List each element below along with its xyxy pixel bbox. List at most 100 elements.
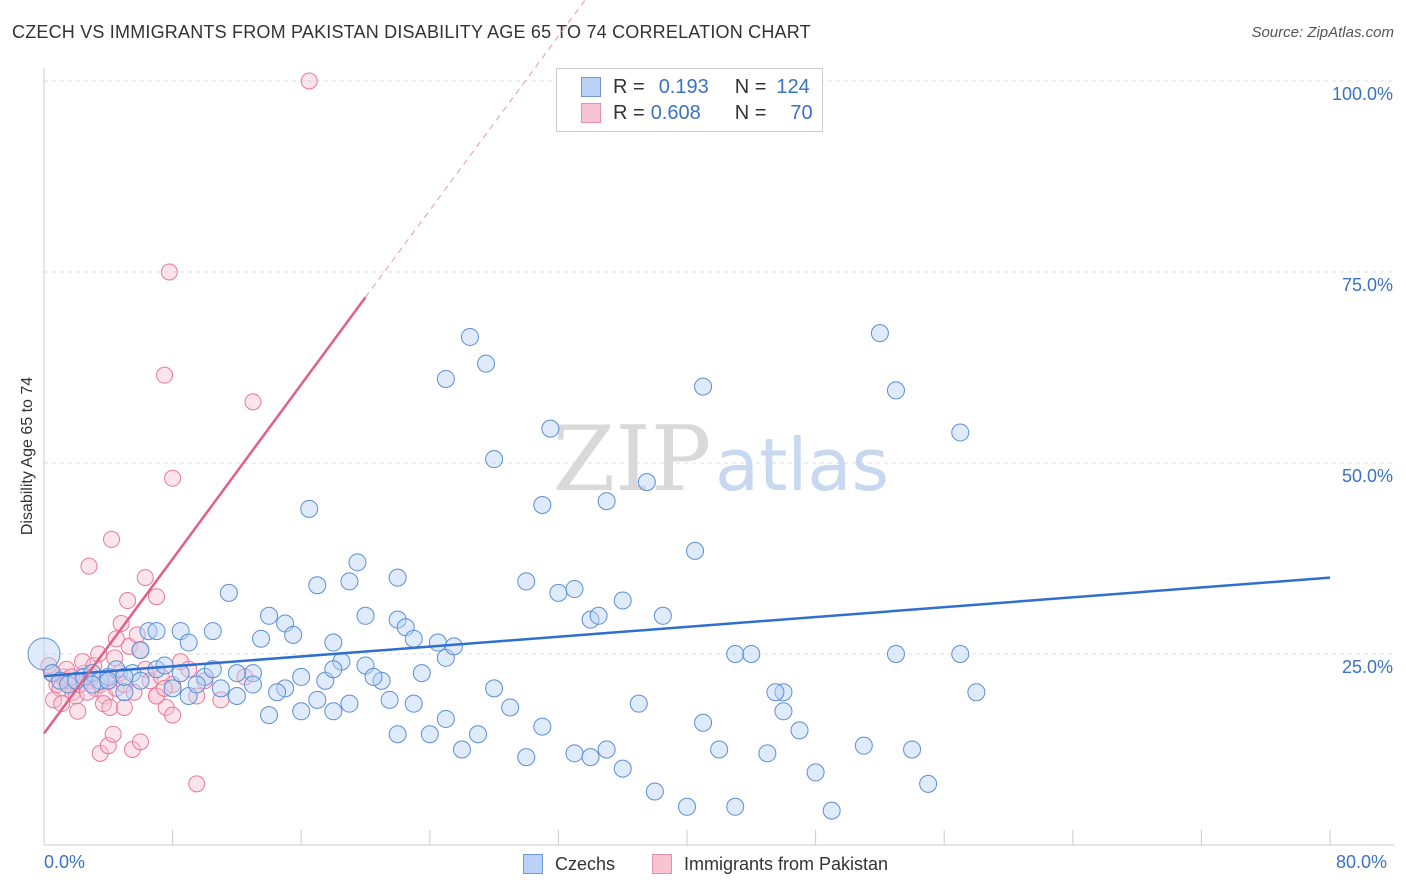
czechs-point: [388, 568, 407, 587]
czechs-r-value: 0.193: [658, 75, 709, 98]
czechs-point: [340, 572, 359, 591]
czechs-point: [452, 740, 471, 759]
czechs-point: [854, 736, 873, 755]
pakistan-point: [80, 557, 98, 575]
legend-row-pakistan: R = 0.608 N = 70: [581, 101, 813, 125]
czechs-point: [300, 499, 319, 518]
czechs-point: [380, 690, 399, 709]
czechs-point: [726, 645, 745, 663]
czechs-point: [348, 553, 367, 572]
trend-lines: [42, 0, 1331, 735]
czechs-point: [766, 683, 785, 702]
pakistan-point: [53, 695, 71, 713]
legend-row-czechs: R = 0.193 N = 124: [581, 75, 810, 99]
y-tick-label: 100.0%: [1332, 84, 1393, 104]
czechs-point: [886, 381, 905, 400]
pakistan-trend-line: [42, 296, 367, 735]
czechs-point: [340, 694, 359, 713]
y-tick-label: 50.0%: [1342, 466, 1393, 486]
czechs-point: [83, 675, 102, 694]
czechs-point: [629, 694, 648, 713]
czechs-point: [436, 709, 455, 728]
pakistan-point: [103, 530, 121, 548]
czechs-point: [203, 660, 222, 679]
y-axis-label: Disability Age 65 to 74: [19, 376, 36, 536]
chart-title: CZECH VS IMMIGRANTS FROM PAKISTAN DISABI…: [12, 22, 811, 42]
watermark-atlas: atlas: [715, 423, 889, 507]
y-tick-labels: 25.0% 50.0% 75.0% 100.0%: [1332, 84, 1393, 677]
czechs-point: [517, 572, 536, 591]
legend-item-czechs[interactable]: Czechs: [523, 852, 615, 876]
czechs-point: [694, 377, 713, 396]
pakistan-point: [45, 691, 63, 709]
source-label: Source: ZipAtlas.com: [1251, 24, 1394, 41]
czechs-point: [485, 450, 504, 469]
pakistan-r-value: 0.608: [650, 101, 701, 124]
czechs-point: [292, 702, 311, 721]
correlation-legend: R = 0.193 N = 124 R = 0.608 N = 70: [556, 68, 823, 132]
czechs-point: [613, 759, 632, 778]
czechs-point: [742, 645, 761, 663]
pakistan-point: [128, 626, 146, 644]
czechs-point: [533, 496, 552, 515]
pakistan-swatch: [581, 103, 601, 123]
czechs-n-value: 124: [776, 75, 810, 98]
czechs-point: [951, 423, 970, 442]
pakistan-point: [101, 698, 119, 716]
pakistan-point: [74, 653, 92, 671]
czechs-point: [420, 725, 439, 744]
pakistan-trend-extension: [365, 0, 586, 298]
czechs-point: [710, 740, 729, 759]
watermark-zip: ZIP: [553, 407, 712, 512]
czechs-point: [308, 690, 327, 709]
czechs-point: [581, 748, 600, 767]
czechs-point: [485, 679, 504, 698]
czechs-point: [686, 541, 705, 560]
czechs-point: [268, 683, 287, 702]
czechs-point: [637, 473, 656, 492]
czechs-point: [388, 725, 407, 744]
czechs-point: [243, 675, 262, 694]
czechs-point: [822, 801, 841, 820]
y-tick-label: 75.0%: [1342, 275, 1393, 295]
czechs-trend-line: [43, 576, 1331, 678]
czechs-point: [886, 645, 905, 663]
pakistan-point: [106, 649, 124, 667]
pakistan-legend-swatch: [652, 854, 672, 874]
pakistan-point: [112, 614, 130, 632]
pakistan-point: [141, 672, 159, 690]
czechs-point: [163, 679, 182, 698]
czechs-point: [870, 324, 889, 343]
czechs-point: [227, 687, 246, 706]
czechs-point: [501, 698, 520, 717]
czechs-r-label: R =: [613, 75, 645, 98]
czechs-points: [27, 324, 986, 820]
czechs-point: [541, 419, 560, 438]
czechs-point: [284, 625, 303, 644]
czechs-point: [131, 641, 150, 660]
czechs-point: [356, 606, 375, 625]
czechs-point: [517, 748, 536, 767]
czechs-point: [678, 797, 696, 816]
czechs-point: [404, 629, 423, 648]
czechs-point: [364, 667, 383, 686]
czechs-point: [460, 327, 479, 346]
legend-item-pakistan[interactable]: Immigrants from Pakistan: [652, 852, 888, 876]
czechs-point: [589, 606, 608, 625]
czechs-point: [758, 744, 777, 763]
czechs-point: [613, 591, 632, 610]
czechs-point: [597, 740, 616, 759]
czechs-point: [292, 667, 311, 686]
pakistan-point: [188, 775, 206, 793]
czechs-point: [597, 492, 616, 511]
czechs-point: [260, 706, 279, 725]
czechs-point: [227, 664, 246, 683]
pakistan-point: [164, 469, 182, 487]
czechs-point: [211, 679, 230, 698]
czechs-point: [565, 580, 584, 599]
czechs-point: [903, 740, 922, 759]
czechs-point: [115, 683, 134, 702]
czechs-point: [428, 633, 447, 652]
czechs-legend-label: Czechs: [555, 853, 616, 874]
